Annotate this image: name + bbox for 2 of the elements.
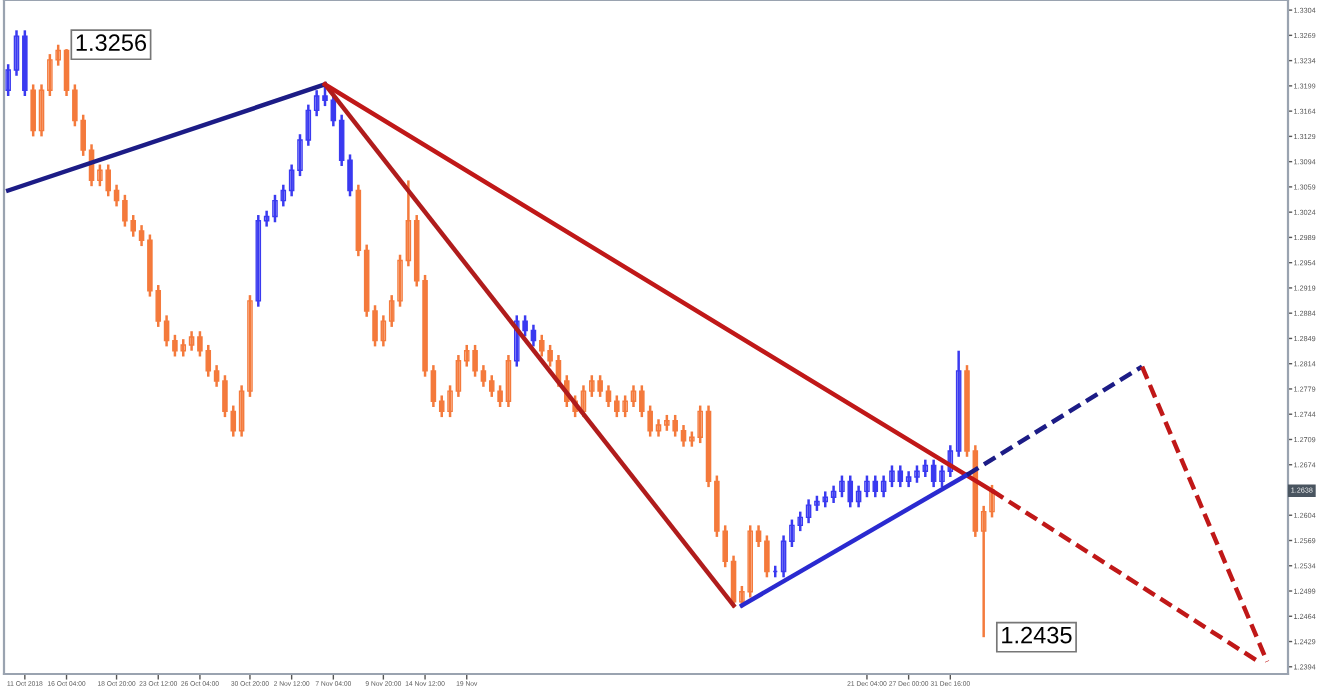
annotation: 1.2435 xyxy=(1002,626,1072,644)
annotation: 1.3256 xyxy=(76,34,147,52)
